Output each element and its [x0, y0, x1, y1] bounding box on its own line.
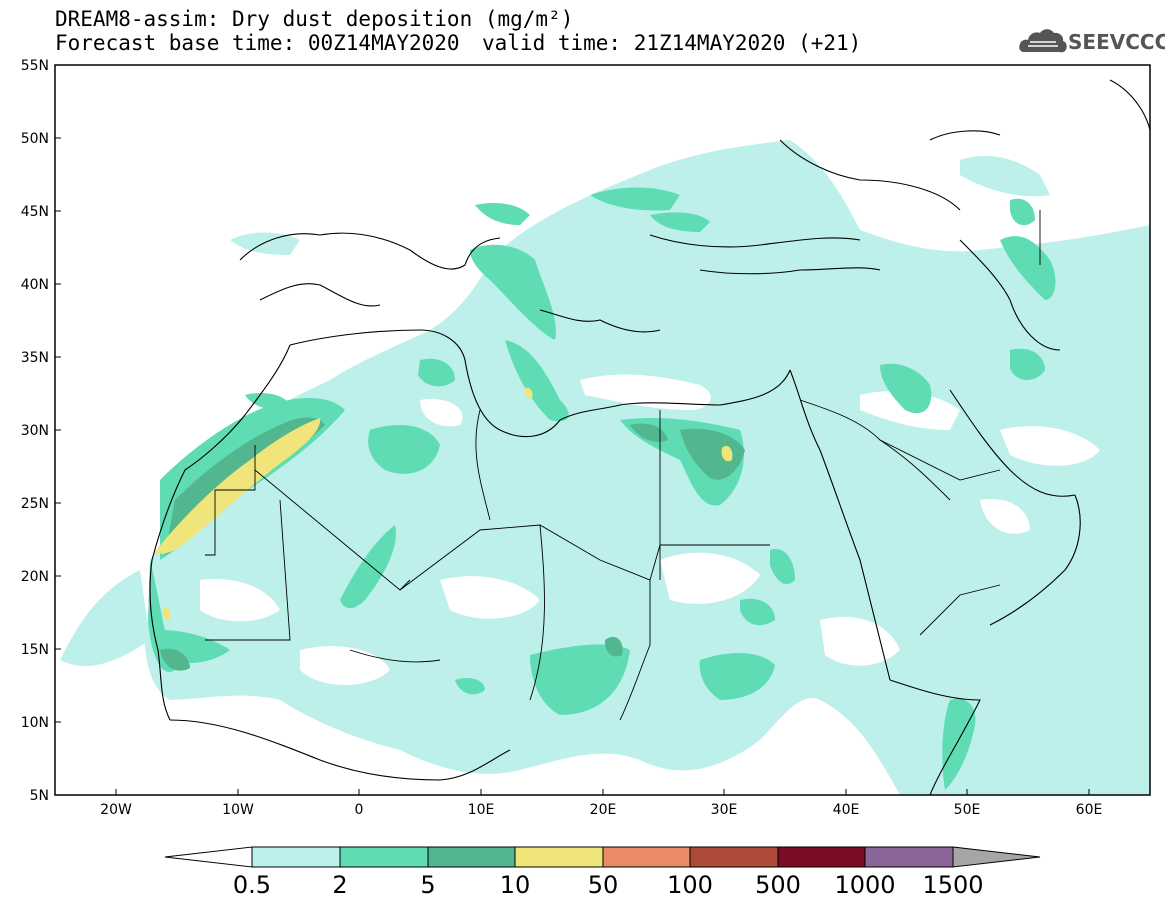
- colorbar-over-triangle: [952, 846, 1041, 868]
- colorbar-label-3: 10: [500, 871, 531, 899]
- colorbar-label-2: 5: [420, 871, 435, 899]
- political-borders: [205, 210, 1041, 721]
- colorbar-bin-3: [514, 846, 604, 868]
- lon-labels: 20W 10W 0 10E 20E 30E 40E 50E 60E: [100, 802, 1102, 818]
- colorbar-label-8: 1500: [922, 871, 983, 899]
- lat-label-35n: 35N: [21, 350, 49, 366]
- lon-label-20w: 20W: [100, 802, 132, 818]
- lon-label-30e: 30E: [711, 802, 738, 818]
- lat-axis: [55, 64, 61, 796]
- dust-level-10-50: [155, 387, 733, 621]
- cloud-icon: [1019, 29, 1067, 53]
- dust-level-0.5-2: [60, 140, 1150, 795]
- colorbar-bin-7: [864, 846, 954, 868]
- lat-label-50n: 50N: [21, 131, 49, 147]
- lon-label-10e: 10E: [468, 802, 495, 818]
- dust-gaps: [200, 374, 1100, 685]
- lat-label-5n: 5N: [30, 788, 49, 804]
- lon-label-60e: 60E: [1076, 802, 1103, 818]
- colorbar-bin-6: [777, 846, 866, 868]
- map-title: DREAM8-assim: Dry dust deposition (mg/m²…: [55, 7, 574, 31]
- colorbar-label-7: 1000: [834, 871, 895, 899]
- lat-label-55n: 55N: [21, 58, 49, 74]
- colorbar-label-4: 50: [588, 871, 619, 899]
- colorbar-bin-2: [427, 846, 516, 868]
- colorbar-label-0: 0.5: [233, 871, 271, 899]
- lat-labels: 55N 50N 45N 40N 35N 30N 25N 20N 15N 10N …: [21, 58, 49, 804]
- colorbar-bin-0: [251, 846, 341, 868]
- lon-label-10w: 10W: [222, 802, 254, 818]
- colorbar-label-5: 100: [667, 871, 713, 899]
- colorbar-label-1: 2: [332, 871, 347, 899]
- lon-label-40e: 40E: [833, 802, 860, 818]
- lat-label-30n: 30N: [21, 423, 49, 439]
- colorbar-label-6: 500: [755, 871, 801, 899]
- lat-label-15n: 15N: [21, 642, 49, 658]
- lon-label-0: 0: [355, 802, 364, 818]
- lon-label-20e: 20E: [590, 802, 617, 818]
- lat-label-40n: 40N: [21, 277, 49, 293]
- forecast-base-time: Forecast base time: 00Z14MAY2020: [55, 31, 460, 55]
- lon-label-50e: 50E: [954, 802, 981, 818]
- colorbar-labels: 0.5 2 5 10 50 100 500 1000 1500: [233, 871, 984, 899]
- colorbar-under-triangle: [164, 846, 253, 868]
- lat-label-45n: 45N: [21, 204, 49, 220]
- lat-label-20n: 20N: [21, 569, 49, 585]
- lat-label-10n: 10N: [21, 715, 49, 731]
- lat-label-25n: 25N: [21, 496, 49, 512]
- colorbar: [164, 846, 1041, 868]
- lon-axis: [115, 789, 1090, 795]
- valid-time: valid time: 21Z14MAY2020 (+21): [482, 31, 862, 55]
- colorbar-bin-4: [602, 846, 691, 868]
- logo-text: SEEVCCC: [1068, 30, 1165, 54]
- coastlines-borders: [149, 79, 1150, 795]
- colorbar-bin-1: [339, 846, 429, 868]
- colorbar-bin-5: [689, 846, 779, 868]
